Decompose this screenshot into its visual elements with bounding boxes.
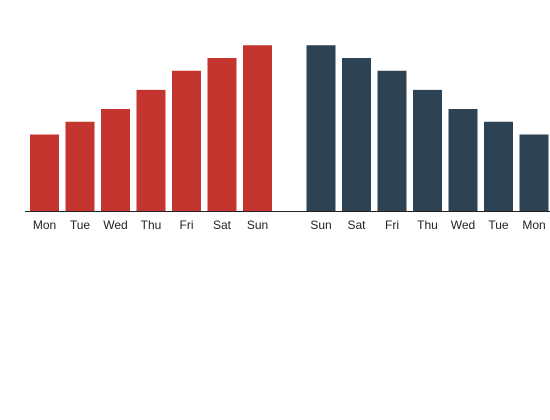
bar-left-wed [101,109,130,211]
bars-group [30,45,549,211]
bar-right-wed [448,109,478,211]
bar-right-sun [306,45,336,211]
x-tick-labels: Mon Tue Wed Thu Fri Sat Sun Sun Sat Fri Thu Wed Tue M… [33,218,546,232]
x-tick-label: Thu [141,218,162,232]
x-tick-label: Tue [488,218,509,232]
bar-right-tue [484,121,513,211]
x-tick-label: Fri [385,218,399,232]
bar-left-thu [136,89,166,211]
x-tick-label: Sun [310,218,331,232]
bar-left-tue [65,121,95,211]
x-tick-label: Thu [417,218,438,232]
bar-left-sun [243,45,272,211]
x-tick-label: Mon [33,218,56,232]
bar-right-thu [413,89,442,211]
x-tick-label: Fri [180,218,194,232]
bar-right-mon [519,134,549,211]
x-tick-label: Sat [347,218,366,232]
x-tick-label: Wed [451,218,475,232]
x-tick-label: Wed [103,218,127,232]
x-tick-label: Sat [213,218,232,232]
x-tick-label: Tue [70,218,91,232]
bar-left-sat [207,58,237,211]
bar-right-sat [342,58,371,211]
x-tick-label: Sun [247,218,268,232]
x-tick-label: Mon [522,218,545,232]
bar-left-mon [30,134,59,211]
bar-right-fri [377,70,407,211]
bar-left-fri [172,70,201,211]
